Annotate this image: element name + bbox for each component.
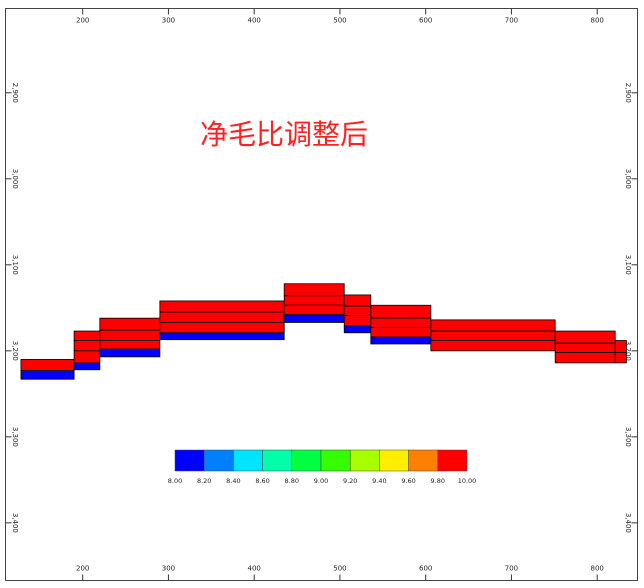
colorbar-swatch bbox=[320, 449, 351, 472]
cell bbox=[430, 330, 556, 341]
y-tick-label: 2,900 bbox=[624, 83, 632, 103]
x-tick-label: 400 bbox=[247, 17, 260, 25]
colorbar-label: 8.00 bbox=[168, 477, 182, 485]
colorbar-label: 8.40 bbox=[226, 477, 240, 485]
cell bbox=[99, 348, 161, 358]
colorbar-swatch bbox=[379, 449, 409, 472]
cell bbox=[159, 311, 285, 323]
cell bbox=[614, 352, 627, 364]
cell bbox=[159, 300, 285, 313]
colorbar-swatch bbox=[437, 449, 468, 472]
y-tick-label: 3,200 bbox=[11, 341, 19, 361]
cell bbox=[430, 319, 556, 332]
cell bbox=[343, 294, 372, 307]
y-tick-label: 3,300 bbox=[624, 427, 632, 447]
cell bbox=[614, 340, 627, 353]
cell bbox=[343, 325, 372, 334]
colorbar-swatch bbox=[233, 449, 263, 472]
cell bbox=[73, 330, 101, 341]
colorbar-swatch bbox=[203, 449, 234, 472]
y-tick-label: 3,400 bbox=[624, 513, 632, 533]
cell bbox=[99, 317, 161, 331]
colorbar-swatch bbox=[174, 449, 205, 472]
y-tick-label: 3,200 bbox=[624, 341, 632, 361]
x-tick-label: 200 bbox=[76, 565, 89, 573]
cell bbox=[20, 370, 75, 380]
colorbar-label: 9.80 bbox=[431, 477, 445, 485]
x-tick-label: 200 bbox=[76, 17, 89, 25]
cell bbox=[283, 304, 345, 316]
x-tick-label: 800 bbox=[591, 17, 604, 25]
colorbar-swatch bbox=[291, 449, 322, 472]
colorbar-label: 8.80 bbox=[285, 477, 299, 485]
y-tick-label: 3,000 bbox=[624, 169, 632, 189]
colorbar-swatch bbox=[408, 449, 439, 472]
cell bbox=[73, 350, 101, 364]
x-tick-label: 700 bbox=[505, 17, 518, 25]
cell bbox=[370, 317, 432, 329]
cell bbox=[159, 332, 285, 341]
cell bbox=[430, 340, 556, 352]
colorbar-label: 9.60 bbox=[401, 477, 415, 485]
x-tick-label: 800 bbox=[591, 565, 604, 573]
x-tick-label: 600 bbox=[419, 17, 432, 25]
x-tick-label: 500 bbox=[333, 565, 346, 573]
y-tick-label: 3,000 bbox=[11, 169, 19, 189]
cell bbox=[283, 314, 345, 323]
cell bbox=[20, 359, 75, 372]
y-tick-label: 3,100 bbox=[624, 255, 632, 275]
cell bbox=[343, 315, 372, 327]
x-tick-label: 400 bbox=[247, 565, 260, 573]
x-tick-label: 300 bbox=[162, 565, 175, 573]
cell bbox=[73, 340, 101, 352]
chart-title: 净毛比调整后 bbox=[200, 118, 368, 151]
x-tick-label: 600 bbox=[419, 565, 432, 573]
cell bbox=[343, 305, 372, 316]
colorbar-label: 10.00 bbox=[458, 477, 477, 485]
colorbar-label: 9.20 bbox=[343, 477, 357, 485]
colorbar-label: 9.40 bbox=[372, 477, 386, 485]
colorbar-label: 8.60 bbox=[255, 477, 269, 485]
colorbar-swatch bbox=[262, 449, 293, 472]
cell bbox=[99, 340, 161, 350]
cell bbox=[370, 327, 432, 338]
y-tick-label: 2,900 bbox=[11, 83, 19, 103]
cell bbox=[554, 342, 616, 353]
y-tick-label: 3,400 bbox=[11, 513, 19, 533]
cell bbox=[73, 362, 101, 371]
cell bbox=[159, 322, 285, 334]
cell bbox=[283, 295, 345, 306]
colorbar-swatch bbox=[349, 449, 380, 472]
cell bbox=[99, 329, 161, 341]
cell bbox=[370, 336, 432, 345]
colorbar-label: 9.00 bbox=[314, 477, 328, 485]
colorbar-label: 8.20 bbox=[197, 477, 211, 485]
x-tick-label: 300 bbox=[162, 17, 175, 25]
cell bbox=[370, 304, 432, 319]
cell bbox=[283, 283, 345, 297]
x-tick-label: 500 bbox=[333, 17, 346, 25]
y-tick-label: 3,300 bbox=[11, 427, 19, 447]
cell bbox=[554, 352, 616, 364]
cell bbox=[554, 330, 616, 344]
y-tick-label: 3,100 bbox=[11, 255, 19, 275]
x-tick-label: 700 bbox=[505, 565, 518, 573]
